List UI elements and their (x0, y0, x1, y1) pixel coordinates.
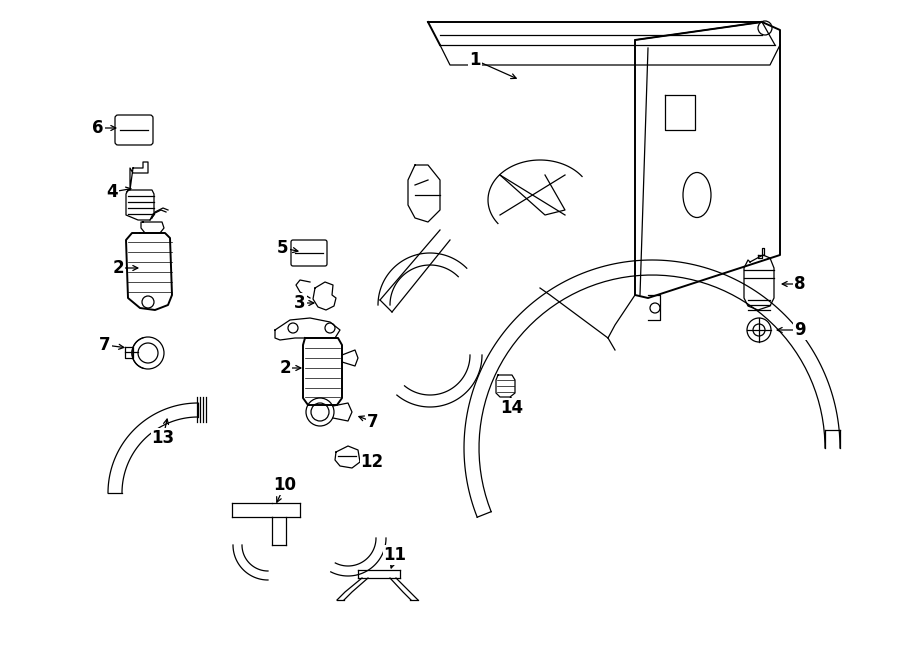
Text: 1: 1 (469, 51, 481, 69)
Text: 3: 3 (294, 294, 306, 312)
Text: 11: 11 (383, 546, 407, 564)
Text: 13: 13 (151, 429, 175, 447)
Text: 2: 2 (112, 259, 124, 277)
Text: 4: 4 (106, 183, 118, 201)
Text: 6: 6 (92, 119, 104, 137)
Text: 10: 10 (274, 476, 296, 494)
Text: 12: 12 (360, 453, 383, 471)
Text: 8: 8 (794, 275, 806, 293)
Text: 7: 7 (367, 413, 379, 431)
Text: 5: 5 (277, 239, 289, 257)
Text: 14: 14 (500, 399, 524, 417)
Text: 2: 2 (279, 359, 291, 377)
Text: 7: 7 (99, 336, 111, 354)
Text: 9: 9 (794, 321, 806, 339)
